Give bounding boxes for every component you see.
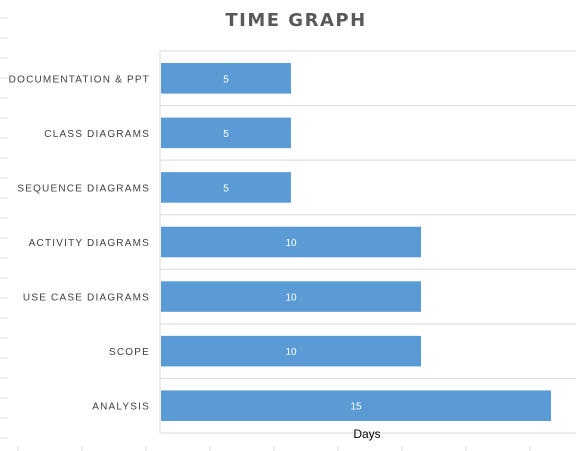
- bar-data-label: 5: [223, 129, 229, 140]
- bar-data-label: 15: [350, 402, 362, 413]
- bar[interactable]: [161, 172, 291, 203]
- category-label: ACTIVITY DIAGRAMS: [29, 238, 150, 249]
- bar-data-label: 5: [223, 74, 229, 85]
- chart-gridlines: [159, 50, 576, 434]
- chart-bars: 5 5 5 10 10 10 15: [161, 63, 551, 421]
- chart-title: TIME GRAPH: [225, 10, 367, 31]
- chart-category-labels: DOCUMENTATION & PPT CLASS DIAGRAMS SEQUENC…: [9, 74, 150, 413]
- category-label: DOCUMENTATION & PPT: [9, 74, 150, 85]
- category-label: CLASS DIAGRAMS: [44, 129, 150, 140]
- bar[interactable]: [161, 226, 421, 258]
- bar[interactable]: [161, 63, 291, 94]
- bar-data-label: 10: [285, 347, 297, 358]
- category-label: ANALYSIS: [92, 402, 150, 413]
- category-label: USE CASE DIAGRAMS: [23, 293, 150, 304]
- bar-data-label: 10: [285, 238, 297, 249]
- bar-data-label: 5: [223, 183, 229, 194]
- bar-data-label: 10: [285, 293, 297, 304]
- bar[interactable]: [161, 281, 421, 312]
- bar[interactable]: [161, 117, 291, 149]
- bar[interactable]: [161, 390, 551, 421]
- bar[interactable]: [161, 335, 421, 367]
- x-axis-label: Days: [353, 427, 380, 441]
- category-label: SCOPE: [109, 347, 150, 358]
- category-label: SEQUENCE DIAGRAMS: [17, 183, 150, 194]
